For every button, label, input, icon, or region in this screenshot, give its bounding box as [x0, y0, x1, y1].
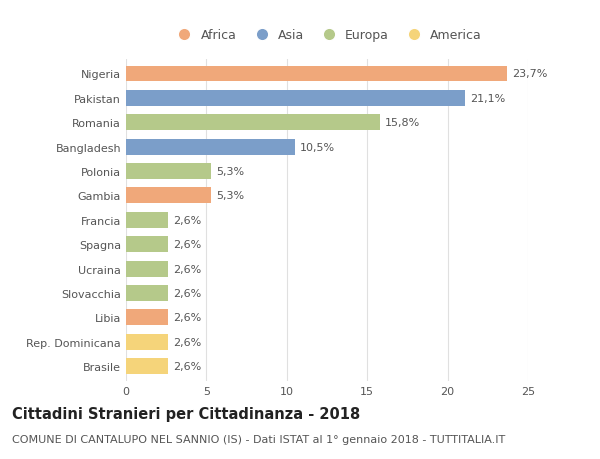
Bar — [126, 140, 295, 155]
Bar — [126, 334, 168, 350]
Text: 15,8%: 15,8% — [385, 118, 420, 128]
Bar — [126, 67, 507, 82]
Text: 2,6%: 2,6% — [173, 264, 201, 274]
Bar — [126, 188, 211, 204]
Text: COMUNE DI CANTALUPO NEL SANNIO (IS) - Dati ISTAT al 1° gennaio 2018 - TUTTITALIA: COMUNE DI CANTALUPO NEL SANNIO (IS) - Da… — [12, 434, 505, 444]
Text: 2,6%: 2,6% — [173, 215, 201, 225]
Bar — [126, 91, 465, 106]
Text: 5,3%: 5,3% — [216, 191, 244, 201]
Text: 21,1%: 21,1% — [470, 94, 505, 104]
Text: 2,6%: 2,6% — [173, 361, 201, 371]
Text: 2,6%: 2,6% — [173, 288, 201, 298]
Bar — [126, 261, 168, 277]
Bar — [126, 310, 168, 325]
Text: 2,6%: 2,6% — [173, 313, 201, 323]
Bar — [126, 164, 211, 179]
Bar — [126, 213, 168, 228]
Text: 10,5%: 10,5% — [299, 142, 335, 152]
Text: 2,6%: 2,6% — [173, 337, 201, 347]
Text: 23,7%: 23,7% — [512, 69, 547, 79]
Bar — [126, 237, 168, 252]
Legend: Africa, Asia, Europa, America: Africa, Asia, Europa, America — [172, 29, 482, 42]
Text: Cittadini Stranieri per Cittadinanza - 2018: Cittadini Stranieri per Cittadinanza - 2… — [12, 406, 360, 421]
Bar — [126, 285, 168, 301]
Text: 2,6%: 2,6% — [173, 240, 201, 250]
Bar — [126, 358, 168, 374]
Bar — [126, 115, 380, 131]
Text: 5,3%: 5,3% — [216, 167, 244, 177]
